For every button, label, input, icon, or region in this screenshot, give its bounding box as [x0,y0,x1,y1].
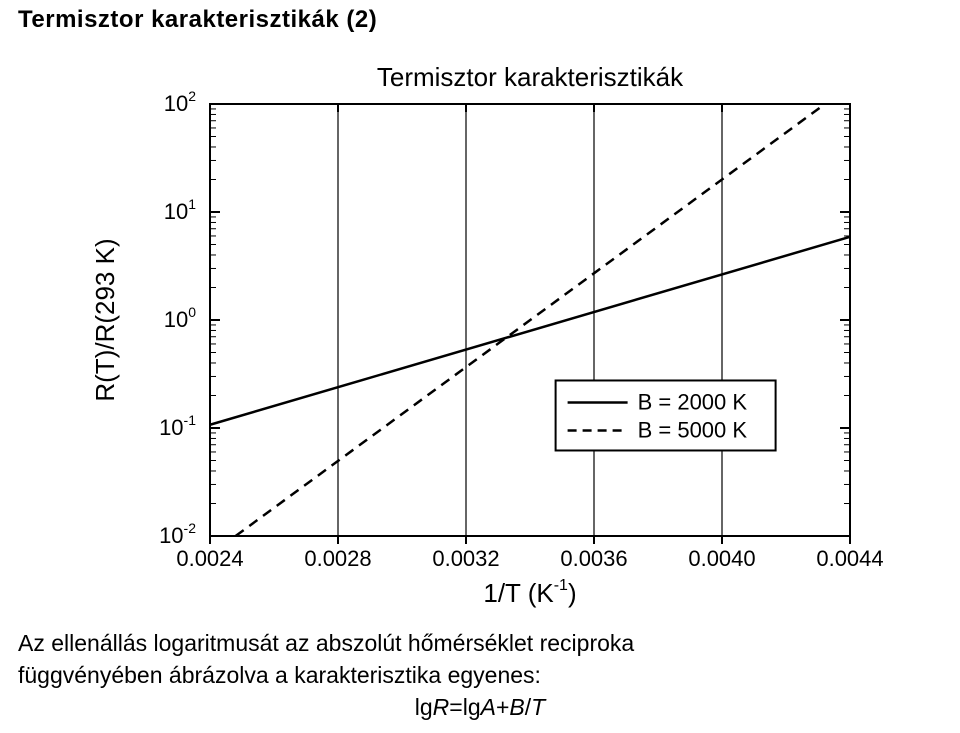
y-tick-label: 101 [164,196,196,224]
y-axis-label: R(T)/R(293 K) [90,238,120,401]
equation-A: A [481,694,496,720]
equation-plus: + [496,694,509,720]
page-root: Termisztor karakterisztikák (2) Termiszt… [0,0,960,733]
equation-eq: = [449,694,462,720]
equation-lg2: lg [463,694,481,720]
equation-T: T [531,694,545,720]
y-tick-label: 10-2 [159,520,196,548]
series-line [236,86,850,536]
equation: lgR=lgA+B/T [0,694,960,721]
caption-line-2: függvényében ábrázolva a karakterisztika… [18,662,541,689]
equation-B: B [509,694,524,720]
x-tick-label: 0.0044 [816,546,883,571]
x-tick-label: 0.0024 [176,546,243,571]
legend-item-2: B = 5000 K [638,417,748,442]
thermistor-chart: Termisztor karakterisztikák 0.0024 0.0028 0… [90,56,870,616]
equation-R: R [433,694,450,720]
page-title: Termisztor karakterisztikák (2) [18,6,377,34]
x-tick-label: 0.0028 [304,546,371,571]
y-tick-label: 102 [164,88,196,116]
y-tick-label: 10-1 [159,412,196,440]
x-tick-label: 0.0032 [432,546,499,571]
legend-item-1: B = 2000 K [638,389,748,414]
x-tick-label: 0.0036 [560,546,627,571]
x-axis-label: 1/T (K-1) [483,577,576,608]
x-tick-label: 0.0040 [688,546,755,571]
caption-line-1: Az ellenállás logaritmusát az abszolút h… [18,630,634,657]
chart-svg: Termisztor karakterisztikák 0.0024 0.0028 0… [90,56,870,616]
y-tick-label: 100 [164,304,196,332]
equation-lg1: lg [415,694,433,720]
chart-title: Termisztor karakterisztikák [377,62,684,92]
